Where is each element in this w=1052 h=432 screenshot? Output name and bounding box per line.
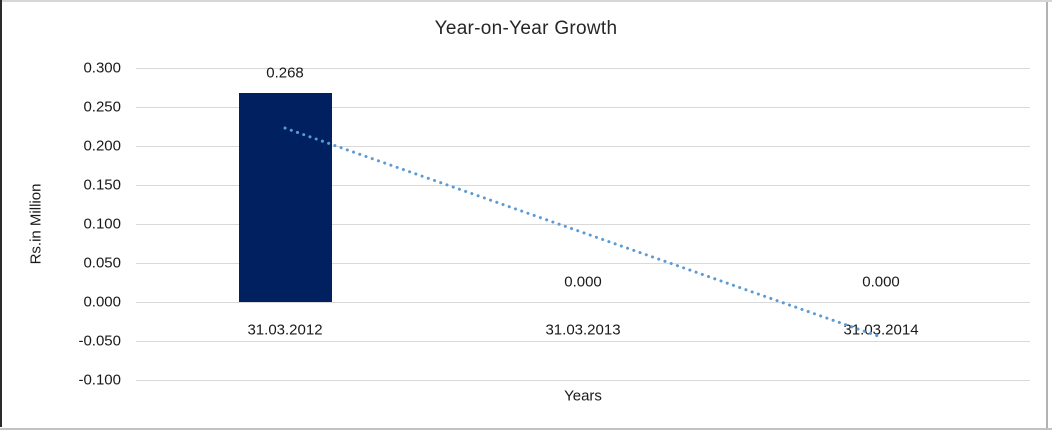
x-axis-title: Years	[564, 387, 602, 405]
y-axis-tick-label: 0.200	[83, 137, 121, 155]
frame-left-border	[0, 0, 2, 427]
y-axis-tick-label: 0.050	[83, 254, 121, 272]
gridline	[136, 341, 1030, 342]
frame-top-border	[0, 0, 1052, 2]
y-axis-tick-label: -0.100	[78, 371, 121, 389]
gridline	[136, 146, 1030, 147]
y-axis-tick-label: 0.100	[83, 215, 121, 233]
gridline	[136, 107, 1030, 108]
y-axis-tick-label: -0.050	[78, 332, 121, 350]
frame-right-border	[1046, 2, 1048, 430]
gridline	[136, 302, 1030, 303]
y-axis-tick-label: 0.150	[83, 176, 121, 194]
gridline	[136, 380, 1030, 381]
y-axis-title: Rs.in Million	[27, 183, 45, 265]
chart-title: Year-on-Year Growth	[434, 18, 618, 39]
data-label: 0.000	[862, 273, 900, 291]
trendline-path	[283, 126, 883, 339]
data-label: 0.268	[266, 64, 304, 82]
x-axis-category-label: 31.03.2012	[247, 321, 323, 339]
gridline	[136, 224, 1030, 225]
y-axis-tick-label: 0.000	[83, 293, 121, 311]
data-label: 0.000	[564, 273, 602, 291]
frame-bottom-border	[0, 428, 1052, 430]
y-axis-tick-label: 0.250	[83, 98, 121, 116]
x-axis-category-label: 31.03.2014	[843, 321, 919, 339]
gridline	[136, 68, 1030, 69]
gridline	[136, 185, 1030, 186]
y-axis-tick-label: 0.300	[83, 59, 121, 77]
gridline	[136, 263, 1030, 264]
x-axis-category-label: 31.03.2013	[545, 321, 621, 339]
